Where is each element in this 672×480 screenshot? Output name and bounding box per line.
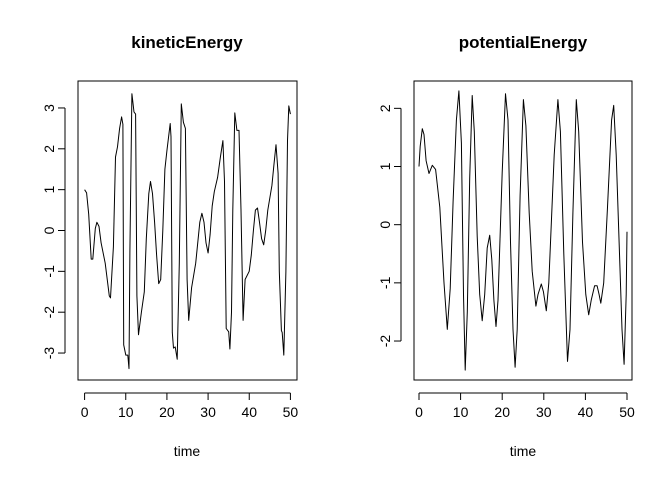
- y-tick-label: 0: [41, 226, 57, 234]
- y-tick-label: 2: [377, 104, 393, 112]
- y-tick-label: -1: [377, 276, 393, 289]
- y-tick-label: -2: [41, 306, 57, 319]
- series-line: [84, 93, 291, 370]
- chart-title: kineticEnergy: [131, 33, 243, 52]
- x-tick-label: 20: [159, 404, 175, 420]
- x-tick-label: 0: [415, 404, 423, 420]
- y-tick-label: -3: [41, 347, 57, 360]
- x-tick-label: 40: [241, 404, 257, 420]
- kinetic-energy-panel: kineticEnergy time 0 10 20 30 40 50 -3 -2 -1 0 1 2 3: [41, 33, 298, 459]
- x-axis-label: time: [174, 443, 201, 459]
- y-tick-label: 3: [41, 104, 57, 112]
- x-tick-label: 50: [283, 404, 299, 420]
- y-tick-label: 0: [377, 221, 393, 229]
- y-tick-label: -2: [377, 335, 393, 348]
- x-tick-label: 50: [619, 404, 635, 420]
- x-tick-label: 20: [494, 404, 510, 420]
- x-tick-label: 0: [81, 404, 89, 420]
- series-line: [418, 90, 628, 371]
- x-tick-label: 30: [536, 404, 552, 420]
- x-axis-label: time: [510, 443, 537, 459]
- y-tick-label: 1: [377, 162, 393, 170]
- x-tick-label: 40: [578, 404, 594, 420]
- potential-energy-panel: potentialEnergy time 0 10 20 30 40 50 -2 -1 0 1 2: [377, 33, 635, 459]
- y-tick-label: 2: [41, 145, 57, 153]
- x-tick-label: 10: [118, 404, 134, 420]
- plot-frame: [413, 80, 633, 381]
- y-tick-label: -1: [41, 265, 57, 278]
- y-tick-label: 1: [41, 186, 57, 194]
- x-tick-label: 10: [453, 404, 469, 420]
- plot-frame: [77, 80, 298, 381]
- x-tick-label: 30: [200, 404, 216, 420]
- chart-title: potentialEnergy: [459, 33, 588, 52]
